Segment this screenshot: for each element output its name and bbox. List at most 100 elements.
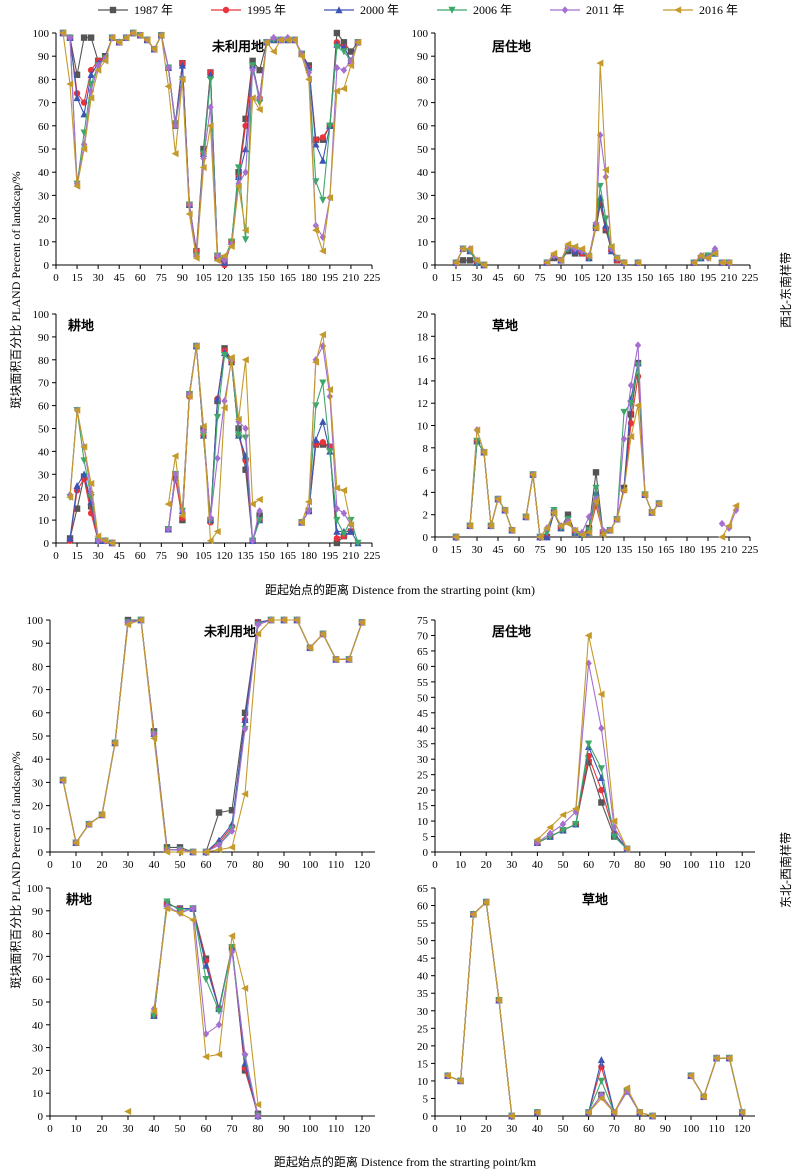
x-tick-label: 90: [177, 272, 189, 284]
x-tick-label: 45: [493, 544, 505, 556]
data-point: [585, 252, 593, 260]
data-point: [572, 820, 580, 828]
data-point: [627, 381, 635, 390]
x-tick-label: 225: [742, 544, 759, 556]
data-point: [143, 36, 151, 44]
data-point: [319, 156, 327, 164]
data-point: [333, 87, 341, 95]
data-point: [648, 1112, 656, 1120]
data-point: [241, 790, 249, 798]
data-point: [602, 166, 609, 174]
y-tick-label: 70: [417, 98, 429, 110]
x-tick-label: 30: [123, 859, 135, 871]
chart-panel: 0 15 30 45 60 75 90 105 120 135 150 165 180 195 210 225…: [33, 309, 381, 562]
chart-panel: 0 10 20 30 40 50 60 70 80 90 100 110 120 0 10 20 30 40 50 6…: [27, 615, 375, 871]
data-point: [255, 495, 263, 504]
x-tick-label: 210: [721, 272, 738, 284]
y-tick-label: 18: [417, 331, 429, 343]
data-point: [333, 535, 341, 542]
data-point: [87, 479, 95, 488]
data-point: [700, 1093, 707, 1101]
data-point: [293, 616, 301, 624]
data-point: [333, 527, 341, 535]
data-point: [648, 508, 656, 517]
x-tick-label: 60: [201, 1123, 213, 1135]
x-tick-label: 75: [535, 544, 547, 556]
y-tick-label: 10: [38, 237, 50, 249]
series: [59, 616, 366, 856]
data-point: [620, 435, 628, 443]
data-point: [256, 66, 263, 74]
data-point: [319, 417, 327, 425]
data-point: [718, 519, 726, 528]
data-point: [124, 621, 132, 629]
x-tick-label: 10: [455, 1123, 467, 1135]
data-point: [66, 493, 74, 501]
data-point: [72, 839, 80, 847]
x-tick-label: 15: [451, 272, 463, 284]
data-point: [611, 823, 618, 832]
data-point: [241, 226, 249, 234]
data-point: [592, 484, 600, 492]
data-point: [185, 210, 193, 218]
y-tick-label: 0: [38, 1111, 44, 1123]
y-tick-label: 10: [417, 816, 429, 828]
data-point: [66, 80, 74, 88]
data-point: [597, 1077, 605, 1085]
data-point: [59, 29, 67, 37]
x-tick-label: 60: [514, 544, 526, 556]
x-tick-label: 165: [279, 272, 296, 284]
data-point: [248, 94, 256, 102]
series-line: [62, 619, 363, 853]
x-tick-label: 0: [432, 1123, 438, 1135]
y-tick-label: 80: [32, 661, 44, 673]
data-point: [101, 537, 109, 545]
data-point: [469, 910, 477, 918]
legend-entry: 1995 年: [211, 3, 286, 17]
x-tick-label: 60: [201, 859, 213, 871]
series: [150, 900, 262, 1117]
data-point: [559, 820, 567, 828]
series-line: [69, 410, 113, 544]
data-point: [207, 103, 214, 112]
data-point: [459, 257, 467, 264]
x-tick-label: 10: [71, 859, 83, 871]
x-tick-label: 120: [354, 1123, 371, 1135]
data-point: [256, 507, 263, 515]
y-tick-label: 30: [38, 469, 50, 481]
x-tick-label: 0: [432, 544, 438, 556]
legend-marker: [674, 6, 682, 14]
data-point: [564, 511, 572, 518]
data-point: [94, 66, 102, 74]
x-tick-label: 80: [634, 1123, 646, 1135]
x-tick-label: 60: [583, 859, 595, 871]
y-tick-label: 6: [423, 465, 429, 477]
x-tick-label: 135: [616, 272, 633, 284]
data-point: [533, 836, 541, 844]
series: [124, 904, 262, 1116]
x-tick-label: 135: [237, 550, 254, 562]
series-line: [537, 663, 628, 850]
y-tick-label: 20: [32, 1065, 44, 1077]
data-point: [697, 252, 705, 260]
data-point: [473, 426, 481, 434]
data-point: [150, 1012, 158, 1020]
data-point: [508, 526, 516, 534]
x-tick-label: 70: [609, 859, 621, 871]
data-point: [557, 522, 565, 530]
data-point: [332, 655, 340, 664]
data-point: [256, 512, 263, 519]
y-tick-label: 70: [32, 685, 44, 697]
data-point: [585, 528, 593, 537]
data-point: [602, 215, 610, 223]
data-point: [620, 486, 628, 494]
data-point: [333, 504, 341, 513]
y-tick-label: 15: [417, 801, 429, 813]
series-line: [469, 439, 513, 531]
legend-marker: [561, 6, 569, 14]
data-point: [137, 616, 145, 624]
data-point: [466, 245, 474, 253]
data-point: [585, 759, 592, 766]
data-point: [333, 29, 341, 37]
y-tick-label: 30: [417, 190, 429, 202]
